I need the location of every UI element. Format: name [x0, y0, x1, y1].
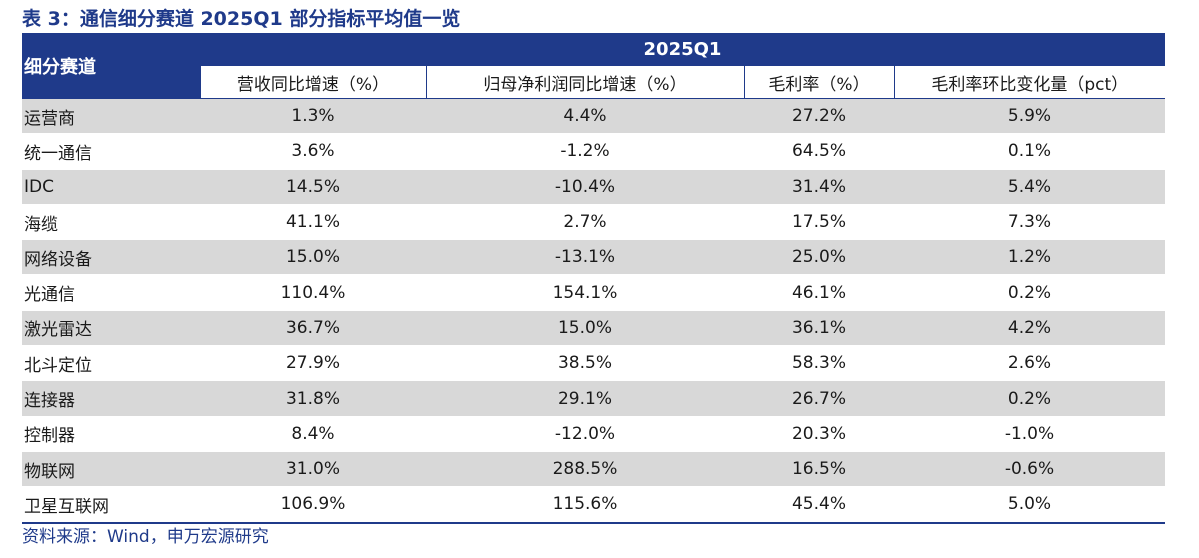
table-row: 连接器 31.8% 29.1% 26.7% 0.2% — [22, 380, 1165, 417]
period-header: 2025Q1 — [200, 33, 1165, 66]
table-row: 控制器 8.4% -12.0% 20.3% -1.0% — [22, 416, 1165, 452]
table-cell: 4.2% — [894, 310, 1165, 347]
column-header: 归母净利润同比增速（%） — [425, 66, 744, 99]
table-cell: 0.2% — [894, 380, 1165, 417]
table-cell: 25.0% — [744, 239, 894, 276]
table-cell: 14.5% — [200, 169, 426, 205]
table-row: 网络设备 15.0% -13.1% 25.0% 1.2% — [22, 239, 1165, 276]
table-cell: 27.9% — [200, 345, 426, 382]
table-cell: 15.0% — [200, 239, 426, 276]
table-cell: 46.1% — [744, 274, 894, 311]
table-cell: 17.5% — [744, 204, 894, 241]
table-cell: 106.9% — [200, 486, 426, 524]
table-row: IDC 14.5% -10.4% 31.4% 5.4% — [22, 169, 1165, 205]
table-row: 北斗定位 27.9% 38.5% 58.3% 2.6% — [22, 345, 1165, 382]
table-cell: 4.4% — [426, 98, 744, 135]
column-header: 营收同比增速（%） — [199, 66, 426, 99]
table-body: 运营商 1.3% 4.4% 27.2% 5.9% 统一通信 3.6% -1.2% 64.5% 0.… — [22, 98, 1165, 524]
table-cell: 8.4% — [200, 416, 426, 452]
table-cell: 27.2% — [744, 98, 894, 135]
table-cell: 1.2% — [894, 239, 1165, 276]
table-cell: 2.6% — [894, 345, 1165, 382]
table-cell: -1.2% — [426, 133, 744, 170]
row-label: IDC — [22, 169, 200, 205]
row-label: 控制器 — [22, 416, 200, 452]
row-label: 海缆 — [22, 204, 200, 241]
table-cell: -10.4% — [426, 169, 744, 205]
table-cell: 38.5% — [426, 345, 744, 382]
table-cell: 288.5% — [426, 451, 744, 488]
table-cell: 1.3% — [200, 98, 426, 135]
row-label: 运营商 — [22, 98, 200, 135]
table-cell: -1.0% — [894, 416, 1165, 452]
table-row: 运营商 1.3% 4.4% 27.2% 5.9% — [22, 98, 1165, 135]
table-cell: 0.1% — [894, 133, 1165, 170]
corner-header: 细分赛道 — [22, 33, 200, 99]
table-cell: 5.4% — [894, 169, 1165, 205]
header-row-top: 细分赛道 2025Q1 — [22, 33, 1165, 99]
table-cell: 31.8% — [200, 380, 426, 417]
table-title: 表 3：通信细分赛道 2025Q1 部分指标平均值一览 — [22, 8, 461, 30]
table-cell: 2.7% — [426, 204, 744, 241]
table-cell: 110.4% — [200, 274, 426, 311]
column-header: 毛利率（%） — [743, 66, 894, 99]
table-cell: 154.1% — [426, 274, 744, 311]
table-cell: 31.4% — [744, 169, 894, 205]
table-cell: 26.7% — [744, 380, 894, 417]
row-label: 光通信 — [22, 274, 200, 311]
table-cell: 29.1% — [426, 380, 744, 417]
table-row: 激光雷达 36.7% 15.0% 36.1% 4.2% — [22, 310, 1165, 347]
header-row-columns: 营收同比增速（%） 归母净利润同比增速（%） 毛利率（%） 毛利率环比变化量（p… — [22, 66, 1165, 99]
row-label: 物联网 — [22, 451, 200, 488]
table-cell: 41.1% — [200, 204, 426, 241]
column-header: 毛利率环比变化量（pct） — [893, 66, 1165, 99]
table-cell: 7.3% — [894, 204, 1165, 241]
table-cell: 58.3% — [744, 345, 894, 382]
table-cell: 3.6% — [200, 133, 426, 170]
row-label: 激光雷达 — [22, 310, 200, 347]
row-label: 连接器 — [22, 380, 200, 417]
row-label: 统一通信 — [22, 133, 200, 170]
table-cell: 0.2% — [894, 274, 1165, 311]
table-cell: 16.5% — [744, 451, 894, 488]
table-cell: 36.7% — [200, 310, 426, 347]
table-cell: 20.3% — [744, 416, 894, 452]
table-row: 物联网 31.0% 288.5% 16.5% -0.6% — [22, 451, 1165, 488]
row-label: 网络设备 — [22, 239, 200, 276]
table-cell: -0.6% — [894, 451, 1165, 488]
table-cell: 5.9% — [894, 98, 1165, 135]
table-cell: 31.0% — [200, 451, 426, 488]
metrics-table: 细分赛道 2025Q1 营收同比增速（%） 归母净利润同比增速（%） 毛利率（%… — [22, 33, 1165, 524]
source-note: 资料来源：Wind，申万宏源研究 — [22, 527, 269, 547]
table-cell: -13.1% — [426, 239, 744, 276]
table-cell: 15.0% — [426, 310, 744, 347]
table-cell: 115.6% — [426, 486, 744, 524]
table-row: 光通信 110.4% 154.1% 46.1% 0.2% — [22, 274, 1165, 311]
row-label: 卫星互联网 — [22, 486, 200, 524]
table-cell: -12.0% — [426, 416, 744, 452]
table-cell: 64.5% — [744, 133, 894, 170]
table-row: 海缆 41.1% 2.7% 17.5% 7.3% — [22, 204, 1165, 241]
table-cell: 45.4% — [744, 486, 894, 524]
row-label: 北斗定位 — [22, 345, 200, 382]
table-row: 卫星互联网 106.9% 115.6% 45.4% 5.0% — [22, 486, 1165, 524]
table-row: 统一通信 3.6% -1.2% 64.5% 0.1% — [22, 133, 1165, 170]
table-cell: 5.0% — [894, 486, 1165, 524]
table-cell: 36.1% — [744, 310, 894, 347]
